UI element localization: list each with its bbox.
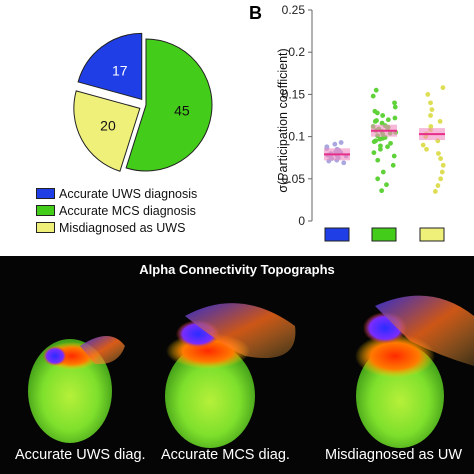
pie-slice-label: 20: [100, 118, 116, 134]
legend-label-mcs: Accurate MCS diagnosis: [59, 203, 196, 218]
y-tick-label: 0.1: [288, 130, 305, 144]
data-point: [385, 117, 391, 123]
topograph-mcs: [165, 303, 296, 448]
caption-misdiagnosed: Misdiagnosed as UW: [325, 447, 462, 463]
data-point: [375, 157, 381, 163]
data-point: [390, 162, 396, 168]
legend-item-uws: Accurate UWS diagnosis: [36, 185, 197, 202]
pie-slice-label: 17: [112, 63, 128, 79]
pie-slice: [125, 38, 213, 172]
category-swatch: [324, 227, 350, 242]
caption-mcs: Accurate MCS diag.: [161, 447, 290, 463]
panel-b-letter: B: [249, 3, 262, 23]
data-point: [380, 135, 386, 141]
data-point: [371, 150, 377, 156]
legend-label-misdiagnosed: Misdiagnosed as UWS: [59, 220, 186, 235]
data-point: [435, 183, 441, 188]
legend: Accurate UWS diagnosis Accurate MCS diag…: [36, 185, 197, 236]
data-point: [379, 188, 385, 194]
data-point: [388, 140, 393, 146]
topograph-title: Alpha Connectivity Topographs: [139, 262, 335, 277]
data-point: [435, 151, 441, 156]
data-point: [374, 110, 380, 116]
data-point: [424, 146, 429, 152]
data-point: [370, 93, 376, 99]
data-point: [428, 100, 433, 106]
data-point: [341, 160, 347, 166]
data-point: [429, 107, 435, 112]
topograph-panel: [0, 256, 474, 474]
legend-item-mcs: Accurate MCS diagnosis: [36, 202, 197, 219]
legend-swatch-mcs: [36, 205, 55, 216]
data-point: [432, 189, 438, 194]
figure-top: 17 45 20 Accurate UWS diagnosis Accurate M…: [36, 3, 446, 242]
data-point: [380, 113, 386, 118]
data-point: [384, 182, 389, 188]
data-point: [373, 87, 379, 93]
data-point: [332, 141, 338, 147]
y-tick-label: 0: [298, 214, 305, 228]
y-tick-label: 0.15: [282, 87, 306, 101]
topograph-uws: [28, 336, 125, 443]
data-point: [378, 143, 383, 149]
data-point: [437, 119, 443, 124]
data-point: [378, 146, 383, 152]
data-point: [380, 169, 386, 175]
data-point: [385, 144, 390, 150]
data-point: [391, 153, 397, 159]
data-point: [392, 100, 397, 106]
data-point: [428, 113, 433, 118]
data-point: [439, 169, 445, 175]
data-point: [438, 156, 444, 161]
topograph-images: [28, 295, 474, 448]
pie-slice: [77, 32, 143, 101]
data-point: [375, 176, 381, 182]
data-point: [420, 142, 426, 148]
pie-slice: [73, 90, 141, 172]
category-swatch: [371, 227, 397, 242]
caption-uws: Accurate UWS diag.: [15, 447, 146, 463]
y-tick-label: 0.2: [288, 45, 305, 59]
scatter-chart: 0 0.05 0.1 0.15 0.2 0.25 σ(Participation coeff…: [276, 3, 446, 242]
pie-chart: 17 45 20: [73, 32, 213, 172]
data-point: [440, 162, 446, 168]
data-point: [392, 104, 398, 110]
data-point: [425, 92, 431, 97]
y-axis-label: σ(Participation coefficient): [276, 48, 290, 192]
y-tick-label: 0.25: [282, 3, 306, 17]
data-point: [372, 119, 378, 124]
legend-label-uws: Accurate UWS diagnosis: [59, 186, 198, 201]
legend-item-misdiagnosed: Misdiagnosed as UWS: [36, 219, 197, 236]
data-point: [438, 176, 444, 182]
topograph-misdiagnosed: [355, 295, 474, 448]
data-point: [440, 85, 446, 91]
category-swatch: [419, 227, 445, 242]
data-point: [371, 139, 377, 145]
legend-swatch-uws: [36, 188, 55, 199]
y-tick-label: 0.05: [282, 172, 306, 186]
legend-swatch-misdiagnosed: [36, 222, 55, 233]
data-point: [392, 115, 398, 121]
data-point: [338, 140, 344, 145]
pie-slice-label: 45: [174, 103, 190, 119]
